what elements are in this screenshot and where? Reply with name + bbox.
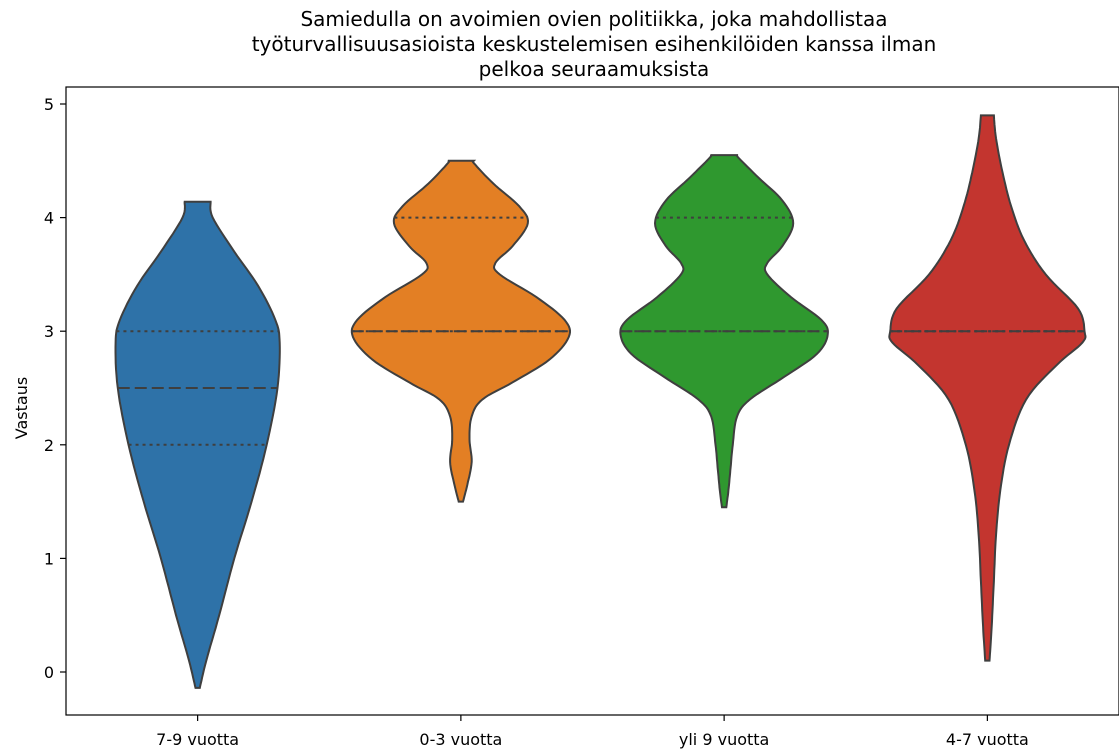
x-tick-label: 0-3 vuotta bbox=[419, 730, 502, 749]
y-tick-label: 1 bbox=[44, 549, 54, 568]
plot-area: 0 1 2 3 4 5 7-9 vuotta 0-3 vuotta yli 9 vuotta 4-… bbox=[44, 86, 1119, 749]
violin-1 bbox=[114, 200, 281, 689]
y-tick-label: 3 bbox=[44, 322, 54, 341]
title-line-1: Samiedulla on avoimien ovien politiikka,… bbox=[300, 7, 887, 31]
x-tick-label: 4-7 vuotta bbox=[946, 730, 1029, 749]
chart-title: Samiedulla on avoimien ovien politiikka,… bbox=[252, 7, 937, 81]
plot-frame bbox=[65, 86, 1119, 716]
title-line-2: työturvallisuusasioista keskustelemisen … bbox=[252, 32, 937, 56]
y-axis-label: Vastaus bbox=[12, 377, 31, 439]
title-line-3: pelkoa seuraamuksista bbox=[479, 57, 710, 81]
y-tick-label: 2 bbox=[44, 436, 54, 455]
y-tick-label: 4 bbox=[44, 209, 54, 228]
x-tick-label: 7-9 vuotta bbox=[156, 730, 239, 749]
x-tick-label: yli 9 vuotta bbox=[679, 730, 769, 749]
violin-4 bbox=[888, 114, 1087, 662]
y-tick-label: 5 bbox=[44, 95, 54, 114]
y-tick-label: 0 bbox=[44, 663, 54, 682]
